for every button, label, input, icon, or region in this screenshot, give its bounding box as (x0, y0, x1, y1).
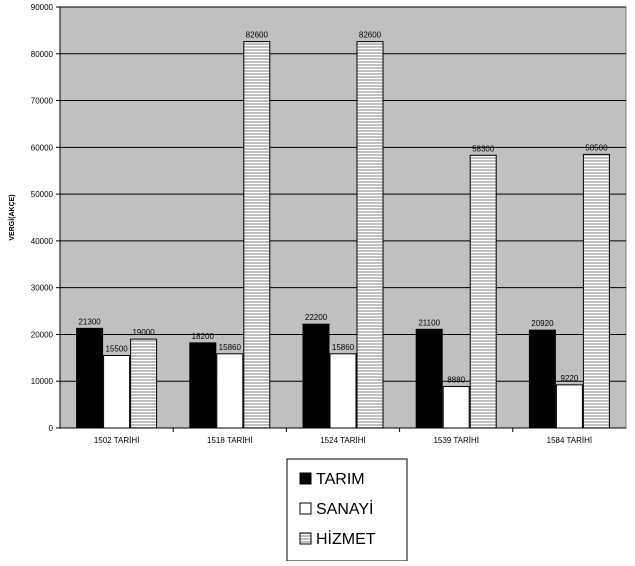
x-tick-label: 1539 TARİHİ (433, 436, 479, 445)
bar-hi̇zmet (243, 41, 271, 429)
bar-hi̇zmet (356, 41, 384, 429)
bar-tarim (528, 329, 556, 429)
legend: TARIM SANAYİ HİZMET (286, 458, 408, 562)
bar-tarim (415, 328, 443, 429)
x-tick-label: 1524 TARİHİ (320, 436, 366, 445)
legend-label: HİZMET (316, 529, 376, 548)
y-tick-label: 20000 (31, 330, 54, 339)
bar-sanayi̇ (555, 384, 583, 429)
data-label: 21300 (78, 317, 101, 326)
y-tick-label: 50000 (31, 190, 54, 199)
y-tick-label: 0 (49, 424, 54, 433)
data-label: 58300 (472, 144, 495, 153)
bar-sanayi̇ (216, 353, 244, 429)
data-label: 8880 (447, 375, 465, 384)
bar-sanayi̇ (103, 354, 131, 429)
data-label: 58500 (585, 143, 608, 152)
data-label: 15860 (219, 343, 242, 352)
legend-swatch-sanayi̇ (299, 502, 312, 515)
data-label: 82600 (246, 31, 269, 40)
legend-swatch-tarim (299, 472, 312, 485)
x-tick-label: 1518 TARİHİ (207, 436, 253, 445)
y-tick-label: 30000 (31, 284, 54, 293)
x-tick-label: 1584 TARİHİ (547, 436, 593, 445)
data-label: 22200 (305, 313, 328, 322)
y-tick-label: 60000 (31, 143, 54, 152)
legend-label: TARIM (316, 471, 365, 488)
bar-sanayi̇ (329, 353, 357, 429)
data-label: 9220 (561, 374, 579, 383)
bar-hi̇zmet (130, 338, 158, 429)
axes: 0 10000 20000 30000 40000 50000 60000 70000 8000… (31, 3, 626, 445)
data-label: 18200 (192, 332, 215, 341)
data-label: 20920 (531, 319, 554, 328)
y-tick-label: 70000 (31, 97, 54, 106)
y-tick-label: 90000 (31, 3, 54, 12)
bar-hi̇zmet (469, 154, 497, 429)
y-axis-title: VERGİ(AKÇE) (8, 194, 16, 240)
data-label: 19000 (132, 328, 155, 337)
bar-hi̇zmet (582, 153, 610, 429)
data-label: 15500 (105, 344, 128, 353)
bars (76, 41, 610, 429)
bar-tarim (189, 342, 217, 429)
y-tick-label: 40000 (31, 237, 54, 246)
legend-label: SANAYİ (316, 499, 374, 518)
bar-tarim (302, 323, 330, 429)
x-tick-label: 1502 TARİHİ (94, 436, 140, 445)
data-labels: 21300 15500 19000 18200 15860 82600 22200 15860… (78, 31, 608, 385)
legend-swatch-hi̇zmet (299, 532, 312, 545)
y-tick-label: 10000 (31, 377, 54, 386)
bar-tarim (76, 327, 104, 429)
data-label: 15860 (332, 343, 355, 352)
y-tick-label: 80000 (31, 50, 54, 59)
bar-sanayi̇ (442, 385, 470, 429)
data-label: 82600 (359, 31, 382, 40)
data-label: 21100 (418, 318, 440, 327)
